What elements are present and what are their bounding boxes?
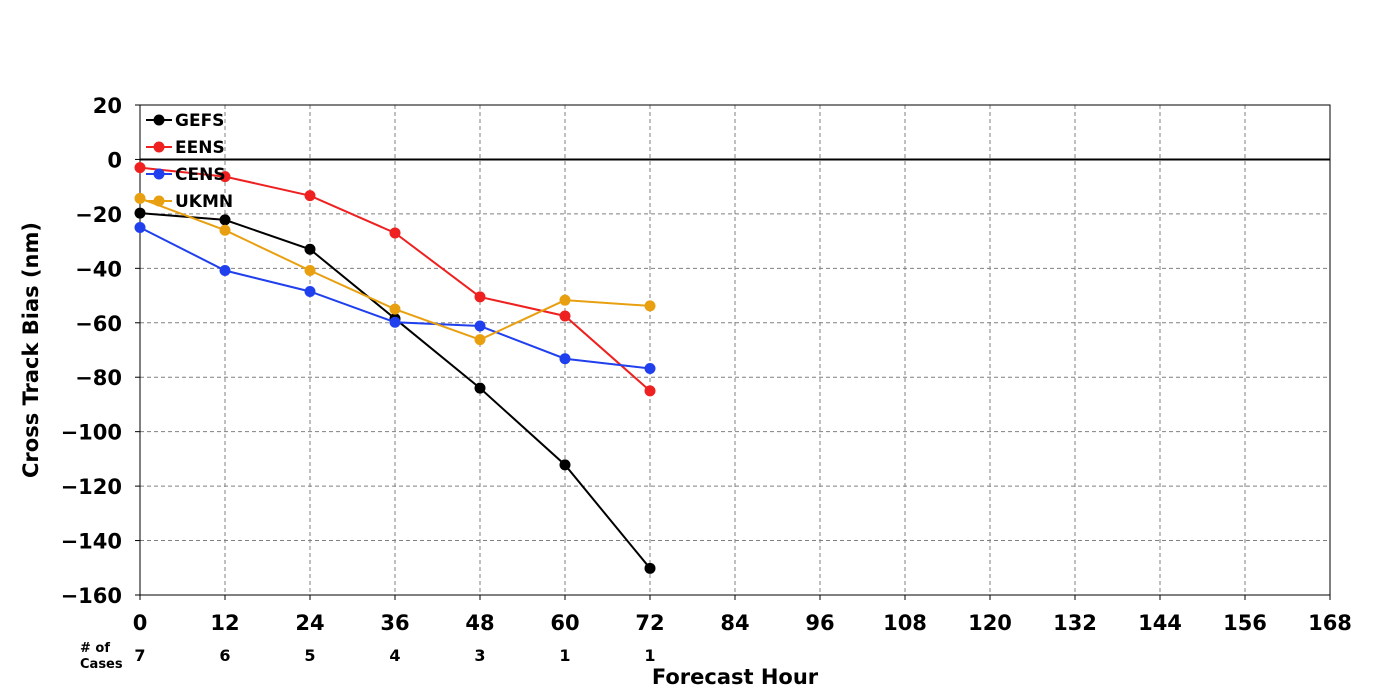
x-tick-label: 144 xyxy=(1138,611,1182,635)
data-point-cens xyxy=(644,363,656,375)
legend-label: GEFS xyxy=(175,111,224,131)
data-point-cens xyxy=(474,320,486,332)
y-tick-label: −160 xyxy=(61,584,122,608)
x-tick-label: 96 xyxy=(805,611,834,635)
x-tick-label: 156 xyxy=(1223,611,1267,635)
legend-marker xyxy=(153,141,165,153)
legend-label: UKMN xyxy=(175,192,233,212)
legend-item-gefs: GEFS xyxy=(146,111,224,131)
series-eens xyxy=(134,162,656,397)
y-tick-label: −100 xyxy=(61,421,122,445)
data-point-eens xyxy=(644,385,656,397)
legend-item-cens: CENS xyxy=(146,165,226,185)
y-tick-label: −60 xyxy=(75,312,122,336)
cases-count: 4 xyxy=(389,646,400,665)
x-tick-label: 168 xyxy=(1308,611,1352,635)
data-point-eens xyxy=(474,291,486,303)
data-point-cens xyxy=(559,353,571,365)
legend-marker xyxy=(153,195,165,207)
data-point-gefs xyxy=(474,382,486,394)
data-point-cens xyxy=(134,222,146,233)
data-point-cens xyxy=(389,316,401,328)
x-tick-label: 0 xyxy=(133,611,148,635)
cases-count: 1 xyxy=(559,646,570,665)
data-point-ukmn xyxy=(644,300,656,312)
x-tick-label: 84 xyxy=(720,611,749,635)
data-point-eens xyxy=(304,190,316,202)
legend-item-eens: EENS xyxy=(146,138,225,158)
data-point-ukmn xyxy=(219,224,231,236)
series-ukmn xyxy=(134,192,656,346)
data-point-gefs xyxy=(219,214,231,226)
x-tick-label: 132 xyxy=(1053,611,1097,635)
y-tick-label: −140 xyxy=(61,530,122,554)
x-tick-label: 12 xyxy=(210,611,239,635)
legend: GEFS EENS CENS UKMN xyxy=(146,111,233,212)
data-point-cens xyxy=(304,285,316,297)
y-tick-label: −20 xyxy=(75,203,122,227)
cases-title-line2: Cases xyxy=(80,657,123,672)
data-point-gefs xyxy=(304,243,316,255)
x-tick-label: 108 xyxy=(883,611,927,635)
data-point-ukmn xyxy=(389,303,401,315)
y-tick-label: 20 xyxy=(93,94,122,118)
cases-title-line1: # of xyxy=(80,641,110,656)
x-tick-label: 120 xyxy=(968,611,1012,635)
cases-count: 6 xyxy=(219,646,230,665)
legend-item-ukmn: UKMN xyxy=(146,192,233,212)
y-tick-label: 0 xyxy=(107,148,122,172)
grid-lines xyxy=(140,105,1330,595)
legend-label: EENS xyxy=(175,138,225,158)
y-tick-label: −40 xyxy=(75,257,122,281)
legend-marker xyxy=(153,168,165,180)
data-point-gefs xyxy=(559,459,571,471)
cases-count: 5 xyxy=(304,646,315,665)
data-point-eens xyxy=(219,171,231,183)
data-point-gefs xyxy=(644,562,656,574)
data-point-gefs xyxy=(134,207,146,219)
cases-count: 3 xyxy=(474,646,485,665)
y-axis-label: Cross Track Bias (nm) xyxy=(19,222,43,478)
x-tick-label: 60 xyxy=(550,611,579,635)
data-point-ukmn xyxy=(474,334,486,346)
data-point-ukmn xyxy=(134,192,146,204)
x-tick-labels: 0 12 24 36 48 60 72 84 96 108 120 132 144 156 168 xyxy=(133,595,1352,635)
x-axis-label: Forecast Hour xyxy=(652,665,819,689)
x-tick-label: 36 xyxy=(380,611,409,635)
cases-row: # of Cases 7 6 5 4 3 1 1 xyxy=(80,641,656,672)
legend-label: CENS xyxy=(175,165,226,185)
x-tick-label: 24 xyxy=(295,611,324,635)
data-point-eens xyxy=(389,227,401,239)
cases-count: 7 xyxy=(134,646,145,665)
data-point-cens xyxy=(219,265,231,277)
series-lines xyxy=(134,162,656,574)
data-point-eens xyxy=(559,310,571,322)
cases-count: 1 xyxy=(644,646,655,665)
series-cens xyxy=(134,222,656,375)
x-tick-label: 48 xyxy=(465,611,494,635)
legend-marker xyxy=(153,114,165,126)
y-tick-labels: 20 0 −20 −40 −60 −80 −100 −120 −140 −160 xyxy=(61,94,140,608)
x-tick-label: 72 xyxy=(635,611,664,635)
data-point-ukmn xyxy=(559,294,571,306)
y-tick-label: −80 xyxy=(75,366,122,390)
data-point-ukmn xyxy=(304,265,316,277)
y-tick-label: −120 xyxy=(61,475,122,499)
data-point-eens xyxy=(134,162,146,174)
